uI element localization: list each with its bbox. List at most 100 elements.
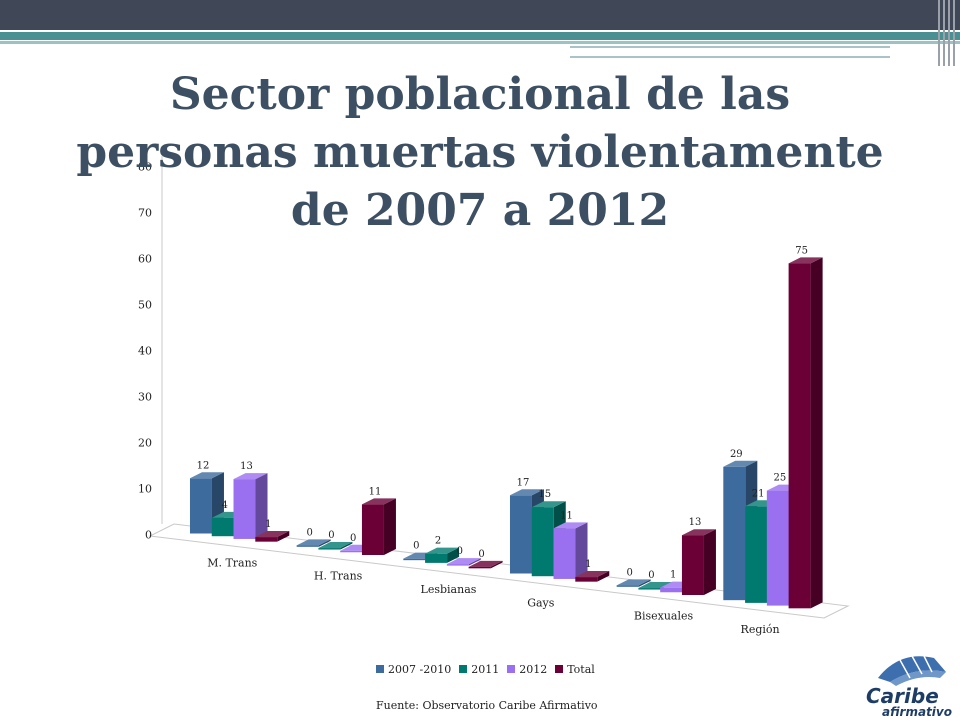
bar-value-label: 12 <box>197 460 210 471</box>
bar-top-face <box>788 257 823 264</box>
title-line-2: personas muertas violentamente <box>76 127 884 178</box>
bar-top-face <box>233 473 268 480</box>
bar-top-face <box>255 531 290 538</box>
legend-item: 2012 <box>507 663 547 676</box>
bar-side-face <box>468 558 481 566</box>
bar-top-face <box>531 501 566 508</box>
corner-decoration <box>934 0 960 66</box>
y-tick-label: 0 <box>145 528 152 541</box>
title-line-1: Sector poblacional de las <box>169 69 791 120</box>
logo-word-caribe: Caribe <box>866 684 939 708</box>
bar <box>403 558 426 561</box>
bar-top-face <box>575 571 610 578</box>
bar-side-face <box>383 498 396 555</box>
top-bar <box>0 0 960 30</box>
bar-value-label: 29 <box>730 449 743 460</box>
bar <box>616 585 639 587</box>
bar-value-label: 1 <box>265 519 271 530</box>
bar-top-face <box>361 498 396 505</box>
legend-swatch <box>507 665 516 673</box>
legend-swatch <box>376 665 384 673</box>
bar-value-label: 13 <box>689 517 702 528</box>
y-tick-label: 80 <box>138 160 152 173</box>
accent-line-thin <box>0 41 960 44</box>
bar-top-face <box>189 472 224 479</box>
bar <box>531 507 554 577</box>
bar <box>255 537 278 542</box>
bar-side-face <box>318 539 331 547</box>
y-tick-label: 50 <box>138 298 152 311</box>
x-category-label: M. Trans <box>207 556 257 569</box>
bar <box>766 490 789 606</box>
legend-item: 2007 -2010 <box>376 663 451 676</box>
bar-top-face <box>553 522 588 529</box>
legend-swatch <box>459 665 468 673</box>
y-tick-label: 60 <box>138 252 152 265</box>
bar-side-face <box>597 571 610 582</box>
bar <box>745 506 768 603</box>
bar-top-face <box>509 489 544 496</box>
x-category-label: Lesbianas <box>421 583 477 596</box>
bar <box>681 535 704 595</box>
x-category-label: Gays <box>527 596 555 609</box>
y-tick-label: 20 <box>138 436 152 449</box>
bar <box>660 587 683 593</box>
bar-value-label: 21 <box>752 488 765 499</box>
bar-top-face <box>446 558 481 565</box>
bar <box>189 478 212 534</box>
y-tick-label: 30 <box>138 390 152 403</box>
bar-value-label: 1 <box>585 559 591 570</box>
y-tick-label: 40 <box>138 344 152 357</box>
y-tick-label: 10 <box>138 482 152 495</box>
bar-value-label: 4 <box>222 500 228 511</box>
accent-line-short <box>570 46 890 48</box>
bar-value-label: 11 <box>560 510 573 521</box>
legend-label: Total <box>567 662 595 676</box>
bar <box>318 548 341 550</box>
logo-wave-icon <box>878 655 946 686</box>
bar <box>638 588 661 590</box>
bar-top-face <box>468 560 503 567</box>
bar-value-label: 25 <box>773 473 786 484</box>
title-line-3: de 2007 a 2012 <box>290 185 670 236</box>
bar-top-face <box>638 582 673 589</box>
caribe-afirmativo-logo: Caribe afirmativo <box>866 655 952 719</box>
accent-line-short <box>570 56 890 58</box>
bar <box>361 504 384 555</box>
bar-value-label: 0 <box>457 546 463 557</box>
bar <box>446 564 469 566</box>
bar-value-label: 0 <box>413 541 419 552</box>
bar-top-face <box>616 579 651 586</box>
legend-label: 2011 <box>471 662 500 676</box>
bar-side-face <box>340 542 353 550</box>
bar-value-label: 0 <box>478 549 484 560</box>
bar-side-face <box>810 257 823 609</box>
bar <box>340 550 363 553</box>
bar-top-face <box>723 460 758 467</box>
source-note: Fuente: Observatorio Caribe Afirmativo <box>376 699 598 712</box>
bar <box>211 517 234 537</box>
x-category-label: Región <box>741 623 780 636</box>
bar-value-label: 11 <box>369 486 382 497</box>
logo-word-afirmativo: afirmativo <box>882 705 952 719</box>
bar <box>425 553 448 563</box>
bar <box>553 528 576 579</box>
bar-top-face <box>318 542 353 549</box>
slide-title: Sector poblacional de las personas muert… <box>40 66 920 240</box>
bar-side-face <box>575 522 588 579</box>
legend-label: 2007 -2010 <box>388 662 452 676</box>
bar-value-label: 0 <box>328 530 334 541</box>
bar-value-label: 2 <box>435 536 441 547</box>
bar <box>509 495 532 574</box>
bar <box>575 577 598 582</box>
bar-value-label: 75 <box>795 245 808 256</box>
bar-top-face <box>681 529 716 536</box>
bar-value-label: 1 <box>670 570 676 581</box>
bar <box>468 566 491 569</box>
legend-item: Total <box>555 663 595 676</box>
bar-value-label: 13 <box>240 461 253 472</box>
bar <box>233 479 256 539</box>
bar-side-face <box>277 531 290 542</box>
bar-side-face <box>703 529 716 595</box>
